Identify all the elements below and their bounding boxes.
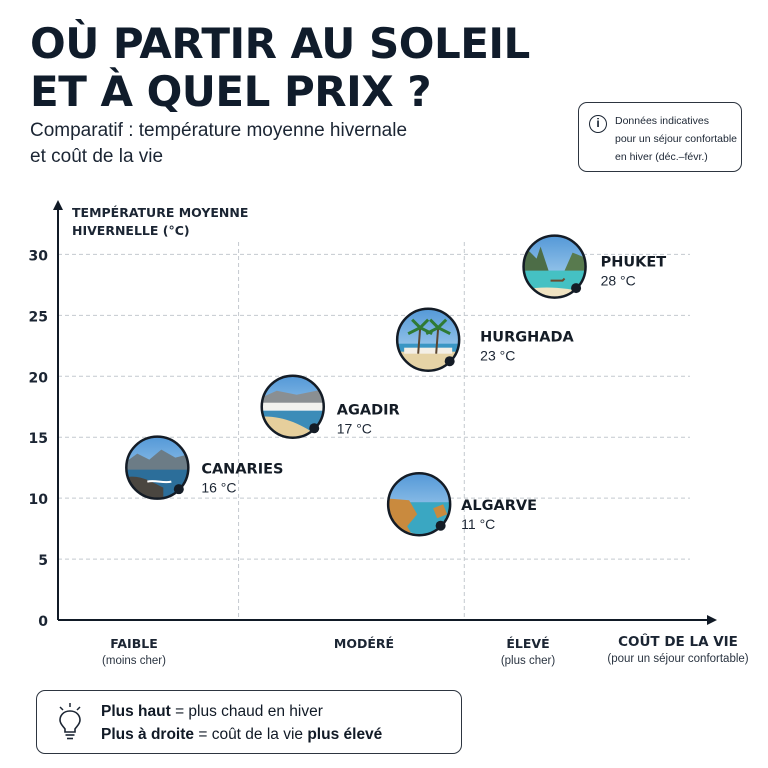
karst-left	[523, 246, 549, 271]
subtitle-line-1: Comparatif : température moyenne hiverna…	[30, 120, 408, 141]
mountains	[126, 449, 189, 472]
palm-trunk	[435, 327, 440, 354]
y-tick-label: 5	[38, 553, 48, 569]
photo-border	[125, 435, 190, 500]
page-title: OÙ PARTIR AU SOLEIL ET À QUEL PRIX ?	[30, 20, 530, 116]
hills	[261, 388, 324, 405]
boat	[550, 277, 566, 282]
legend-line-1: Plus haut = plus chaud en hiver	[101, 702, 323, 722]
point-label-name: PHUKET	[601, 255, 667, 271]
legend-line-2: Plus à droite = coût de la vie plus élev…	[101, 725, 382, 745]
point-label-temp: 16 °C	[201, 480, 236, 496]
photo-border	[522, 234, 587, 299]
point-agadir: AGADIR 17 °C	[260, 374, 400, 439]
y-tick-label: 0	[38, 614, 48, 630]
point-label-temp: 28 °C	[601, 273, 636, 289]
buildings	[261, 402, 324, 411]
info-line-3: en hiver (déc.–févr.)	[615, 151, 708, 163]
legend-line-2-bold-end: plus élevé	[307, 726, 383, 743]
x-category-label: ÉLEVÉ	[506, 636, 549, 651]
y-tick-label: 15	[29, 431, 48, 447]
y-axis-title-line-2: HIVERNELLE (°C)	[72, 223, 190, 238]
subtitle: Comparatif : température moyenne hiverna…	[30, 118, 407, 170]
y-tick-label: 30	[29, 248, 49, 264]
palm-trunk	[417, 327, 422, 354]
info-text: Données indicatives pour un séjour confo…	[615, 112, 739, 166]
legend-line-2-text: = coût de la vie	[194, 726, 308, 743]
point-label-temp: 23 °C	[480, 348, 515, 364]
legend-line-2-bold: Plus à droite	[101, 726, 195, 743]
point-algarve: ALGARVE 11 °C	[386, 471, 537, 537]
scatter-chart: 0 5 10 15 20 25 30 TEMPÉRATURE MOYENNE HIVERNELL…	[29, 200, 749, 667]
point-label-name: HURGHADA	[480, 330, 574, 346]
data-point-marker	[571, 283, 582, 294]
x-axis-subtitle: (pour un séjour confortable)	[607, 653, 748, 665]
y-tick-label: 25	[29, 309, 48, 325]
photo-border	[395, 307, 461, 372]
legend-line-1-bold: Plus haut	[101, 703, 171, 720]
subtitle-line-2: et coût de la vie	[30, 146, 164, 167]
title-line-2: ET À QUEL PRIX ?	[30, 67, 432, 116]
point-canaries: CANARIES 16 °C	[125, 435, 283, 500]
x-axis-title: COÛT DE LA VIE	[618, 632, 738, 650]
data-point-marker	[309, 423, 320, 434]
palm-leaves	[407, 318, 433, 336]
photo-border	[260, 374, 325, 439]
data-point-marker	[173, 484, 184, 495]
x-category-sublabel: (plus cher)	[501, 655, 555, 667]
foam	[147, 480, 172, 484]
palm-leaves	[425, 318, 451, 336]
y-axis-title-line-1: TEMPÉRATURE MOYENNE	[72, 205, 248, 220]
point-phuket: PHUKET 28 °C	[522, 234, 667, 299]
buildings	[404, 347, 453, 354]
data-point-marker	[444, 356, 455, 367]
info-line-2: pour un séjour confortable	[615, 133, 737, 145]
point-hurghada: HURGHADA 23 °C	[395, 307, 575, 372]
title-line-1: OÙ PARTIR AU SOLEIL	[30, 19, 530, 68]
point-label-name: ALGARVE	[461, 498, 537, 514]
point-label-temp: 11 °C	[461, 516, 495, 532]
sea-stack	[433, 504, 448, 519]
point-label-name: AGADIR	[337, 403, 400, 419]
lightbulb-icon	[59, 703, 81, 740]
info-box: i Données indicatives pour un séjour con…	[578, 102, 742, 172]
x-category-label: MODÉRÉ	[334, 636, 394, 651]
photo-border	[386, 471, 452, 537]
info-icon: i	[589, 115, 607, 133]
legend-line-1-text: = plus chaud en hiver	[170, 703, 323, 720]
x-category-sublabel: (moins cher)	[102, 655, 166, 667]
y-tick-label: 10	[29, 492, 49, 508]
y-tick-label: 20	[29, 370, 49, 386]
point-label-name: CANARIES	[201, 462, 283, 478]
data-point-marker	[435, 520, 446, 531]
point-label-temp: 17 °C	[337, 421, 372, 437]
info-line-1: Données indicatives	[615, 115, 709, 127]
x-category-label: FAIBLE	[110, 636, 157, 651]
karst-right	[564, 252, 586, 271]
legend-box: Plus haut = plus chaud en hiver Plus à d…	[36, 690, 462, 754]
